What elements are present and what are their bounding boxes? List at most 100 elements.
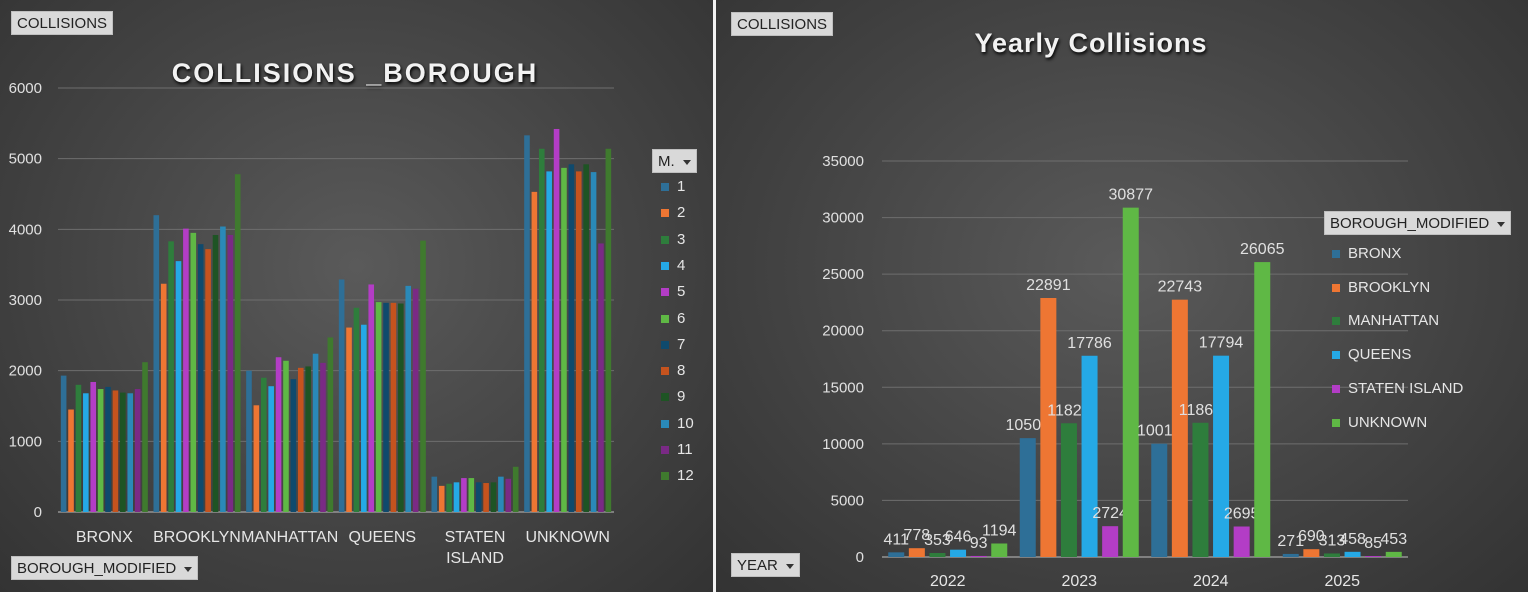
category-label: 2025	[1324, 573, 1360, 590]
legend-swatch	[661, 183, 669, 192]
category-label: 2023	[1061, 573, 1097, 590]
legend-item: 8	[661, 362, 685, 379]
category-label: BRONX	[76, 529, 133, 546]
legend-swatch	[661, 419, 669, 428]
bar	[483, 483, 489, 512]
bar	[888, 552, 905, 557]
bar	[120, 392, 126, 512]
bar	[383, 302, 389, 512]
bar	[546, 171, 552, 513]
legend-label: 8	[677, 362, 686, 380]
bar	[368, 284, 375, 512]
bar	[1192, 422, 1209, 557]
legend-label: STATEN ISLAND	[1348, 379, 1464, 397]
category-label: 2022	[930, 573, 966, 590]
data-label: 17794	[1199, 335, 1244, 352]
bar	[598, 243, 604, 512]
year-field-button[interactable]: YEAR	[731, 553, 800, 577]
bar	[950, 549, 967, 557]
bar	[1019, 438, 1036, 557]
legend-swatch	[661, 235, 669, 244]
bar	[234, 174, 241, 513]
bar	[283, 360, 289, 512]
chart-title: COLLISIONS _BOROUGH	[171, 58, 539, 88]
bar	[75, 384, 82, 512]
year-field-label: YEAR	[737, 557, 778, 574]
y-tick-label: 0	[856, 549, 864, 566]
legend-label: UNKNOWN	[1348, 413, 1428, 431]
y-tick-label: 30000	[822, 210, 864, 227]
y-tick-label: 25000	[822, 266, 864, 283]
legend-swatch	[1332, 384, 1340, 393]
bar	[327, 337, 334, 512]
legend-label: QUEENS	[1348, 346, 1412, 364]
bar	[175, 261, 182, 512]
bar	[190, 232, 197, 512]
borough-filter-button[interactable]: BOROUGH_MODIFIED	[1324, 211, 1512, 235]
legend-item: 7	[661, 336, 685, 353]
data-label: 11864	[1179, 402, 1222, 419]
category-label: BROOKLYN	[153, 529, 241, 546]
bar	[524, 135, 530, 512]
bar	[220, 226, 226, 513]
bar	[83, 393, 89, 512]
y-tick-label: 35000	[822, 153, 864, 170]
legend-item: 1	[661, 178, 685, 195]
bar	[1171, 299, 1188, 557]
bar	[253, 405, 260, 512]
bar	[590, 172, 597, 513]
legend-item: 11	[661, 441, 693, 458]
bar	[446, 483, 452, 512]
yearly-bar-chart: 0 5000 10000 15000 20000 25000 30000 35000 41177…	[822, 153, 1408, 590]
bar	[1233, 526, 1250, 557]
bar	[605, 148, 612, 513]
bar	[375, 302, 382, 512]
legend-swatch	[661, 446, 669, 455]
data-label: 10505	[1006, 417, 1051, 434]
legend-label: 2	[677, 204, 686, 222]
bar	[320, 362, 326, 512]
month-filter-button[interactable]: M.	[652, 149, 697, 173]
bar	[1102, 526, 1119, 557]
bar	[438, 485, 445, 512]
y-tick-label: 5000	[9, 151, 42, 168]
legend-swatch	[661, 261, 669, 270]
bar	[1323, 553, 1340, 557]
collisions-field-button[interactable]: COLLISIONS	[11, 11, 114, 35]
collisions-field-button[interactable]: COLLISIONS	[731, 12, 834, 36]
legend-swatch	[1332, 283, 1340, 292]
legend-label: MANHATTAN	[1348, 312, 1440, 330]
bar	[305, 366, 311, 512]
bar	[420, 240, 426, 512]
legend-item: 4	[661, 257, 685, 274]
legend-item: 5	[661, 283, 685, 300]
borough-filter-label: BOROUGH_MODIFIED	[1330, 215, 1490, 232]
bar	[538, 148, 545, 513]
y-tick-label: 10000	[822, 436, 864, 453]
bar	[453, 482, 460, 512]
category-label: 2024	[1193, 573, 1229, 590]
bar	[1060, 423, 1077, 557]
collisions-field-label: COLLISIONS	[737, 16, 828, 33]
legend-item: 3	[661, 231, 685, 248]
bar	[1303, 549, 1320, 557]
bar	[512, 466, 519, 512]
legend-label: 3	[677, 230, 686, 248]
dropdown-arrow-icon	[184, 566, 193, 572]
data-label: 17786	[1067, 335, 1112, 352]
bar	[461, 478, 467, 512]
category-label: UNKNOWN	[525, 529, 609, 546]
bar	[475, 482, 482, 512]
legend-label: 9	[677, 388, 686, 406]
legend-swatch	[661, 367, 669, 376]
borough-field-button[interactable]: BOROUGH_MODIFIED	[11, 556, 199, 580]
bar	[1254, 262, 1271, 557]
bar	[1151, 443, 1168, 557]
y-tick-label: 1000	[9, 433, 42, 450]
data-label: 11821	[1047, 402, 1090, 419]
legend-label: 12	[677, 467, 694, 485]
legend-item: STATEN ISLAND	[1332, 380, 1463, 397]
legend-label: 4	[677, 256, 686, 274]
bar	[60, 375, 67, 512]
bar	[468, 478, 475, 512]
